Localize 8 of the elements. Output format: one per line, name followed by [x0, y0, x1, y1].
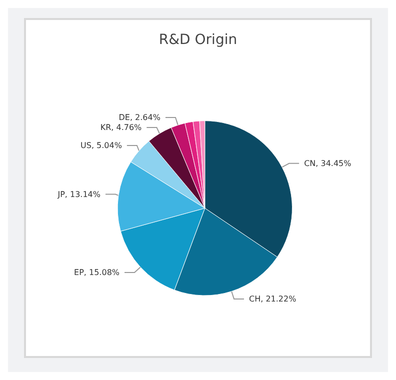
slice-label: KR, 4.76% [100, 122, 142, 132]
slice-label: CN, 34.45% [304, 158, 352, 168]
slice-label: JP, 13.14% [56, 190, 101, 199]
slice-label: DE, 2.64% [118, 112, 161, 122]
slice-label: EP, 15.08% [74, 268, 120, 278]
chart-title: R&D Origin [158, 32, 238, 48]
slice-label: US, 5.04% [80, 141, 122, 150]
slice-label: CH, 21.22% [249, 294, 297, 304]
